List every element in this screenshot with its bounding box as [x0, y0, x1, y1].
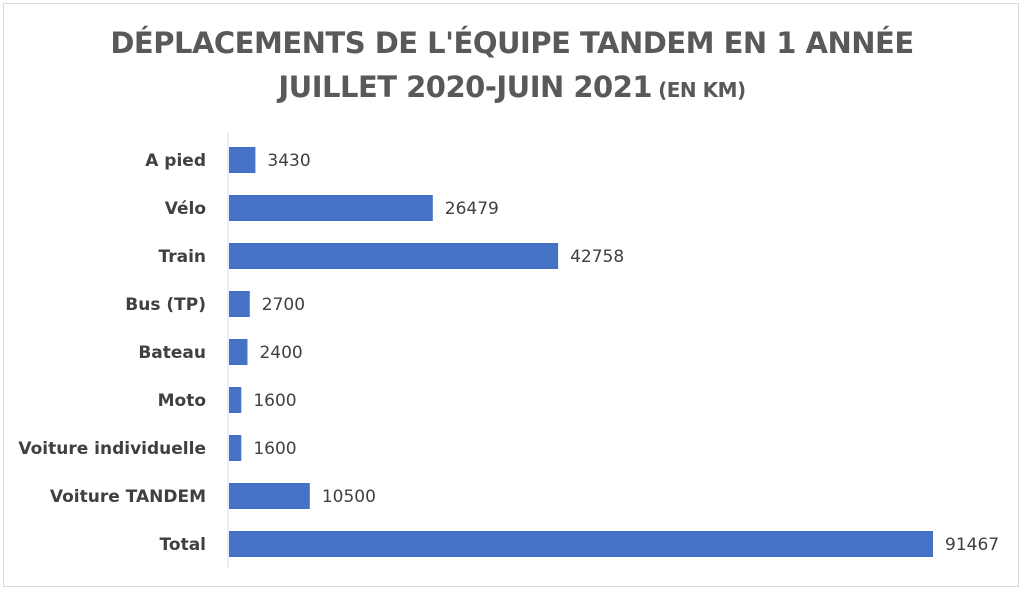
- chart-title-line2: JUILLET 2020-JUIN 2021 (EN KM): [0, 70, 1024, 104]
- category-label: Vélo: [165, 199, 206, 219]
- bar: [229, 243, 559, 269]
- chart-title-line1: DÉPLACEMENTS DE L'ÉQUIPE TANDEM EN 1 ANN…: [110, 26, 914, 60]
- bar: [229, 339, 248, 365]
- category-label: Voiture TANDEM: [50, 487, 206, 507]
- data-label: 2400: [259, 343, 302, 363]
- category-label: Bateau: [138, 343, 206, 363]
- bar: [229, 483, 310, 509]
- category-label: Voiture individuelle: [18, 439, 206, 459]
- data-label: 91467: [945, 535, 999, 555]
- data-label: 3430: [267, 151, 310, 171]
- data-label: 10500: [322, 487, 376, 507]
- category-label: Train: [158, 247, 206, 267]
- bar: [229, 531, 933, 557]
- chart-title-unit: (EN KM): [658, 78, 746, 102]
- data-label: 2700: [262, 295, 305, 315]
- bar: [229, 195, 433, 221]
- bar: [229, 291, 250, 317]
- category-label: Moto: [158, 391, 206, 411]
- category-label: Bus (TP): [125, 295, 206, 315]
- chart-frame: [3, 3, 1019, 587]
- bar: [229, 435, 242, 461]
- bar: [229, 147, 256, 173]
- category-label: A pied: [145, 151, 206, 171]
- chart-title-period: JUILLET 2020-JUIN 2021: [278, 70, 653, 104]
- category-label: Total: [160, 535, 206, 555]
- bar: [229, 387, 242, 413]
- data-label: 26479: [445, 199, 499, 219]
- data-label: 42758: [570, 247, 624, 267]
- data-label: 1600: [253, 439, 296, 459]
- data-label: 1600: [253, 391, 296, 411]
